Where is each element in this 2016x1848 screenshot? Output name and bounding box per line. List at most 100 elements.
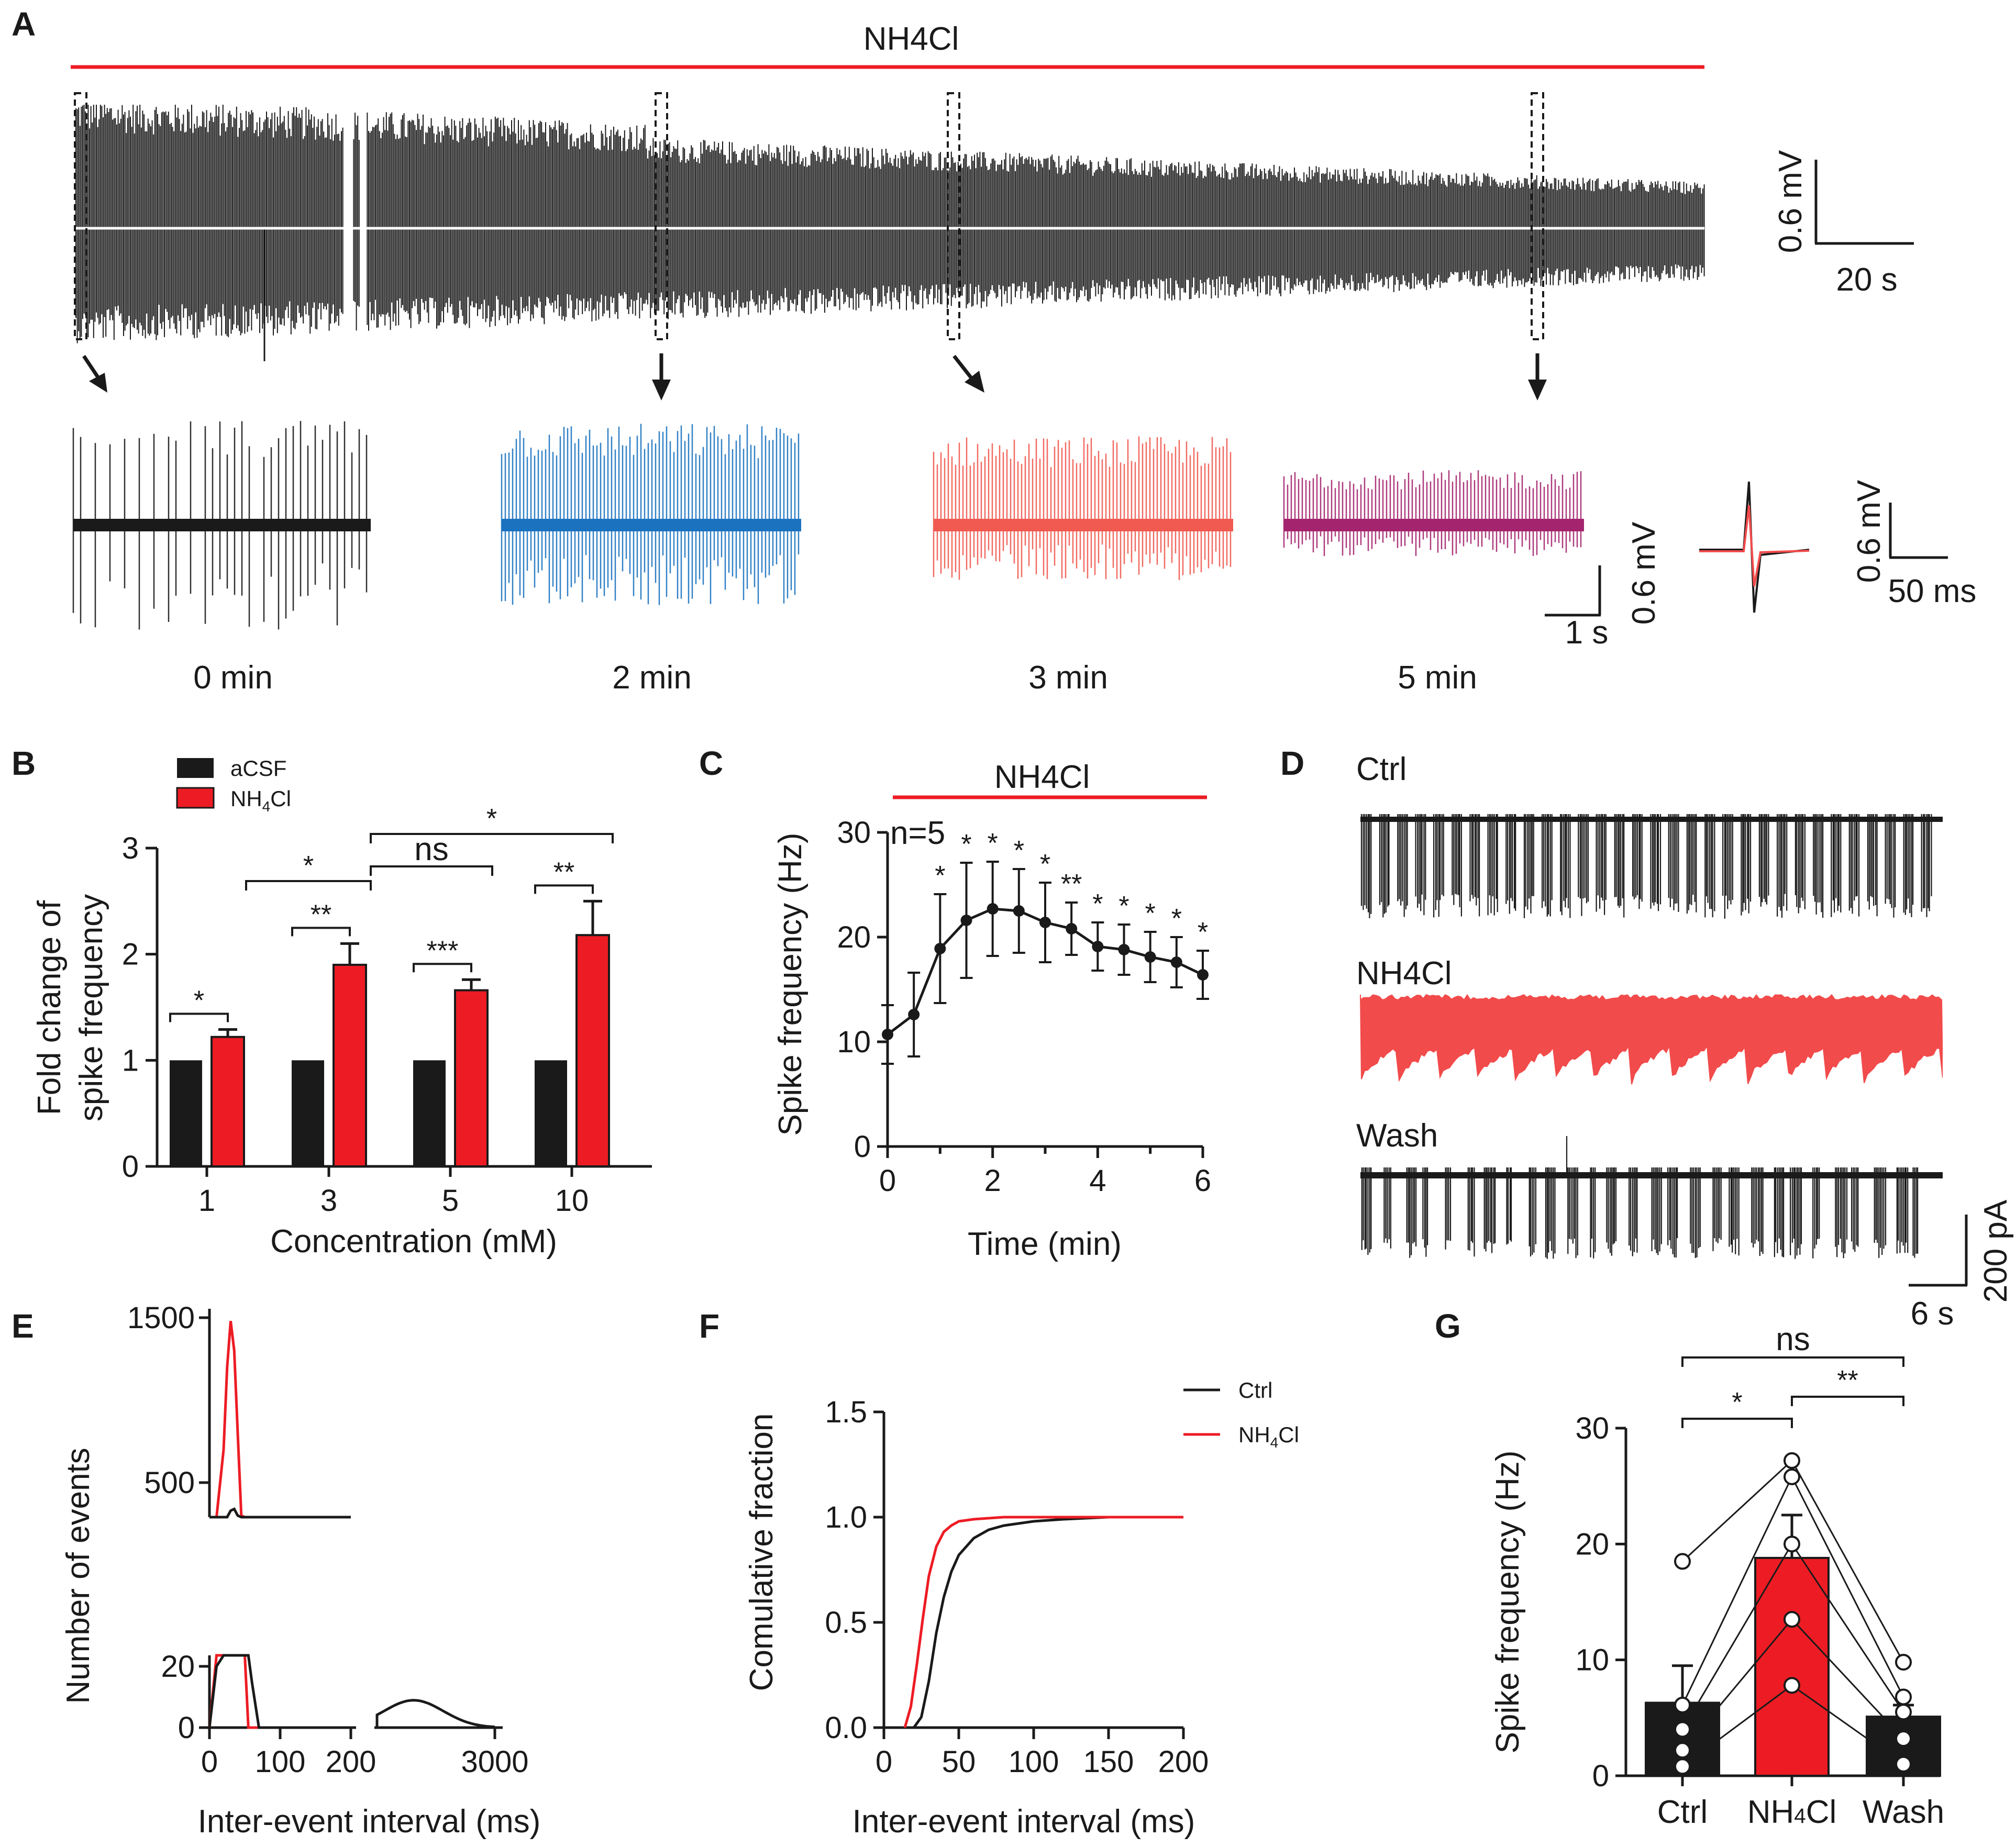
sig-label: *	[1118, 891, 1129, 921]
panel-f-ylabel: Comulative fraction	[744, 1413, 780, 1691]
subject-point	[1674, 1721, 1691, 1738]
panel-a-box-0min	[74, 92, 87, 340]
legend-swatch-nh4cl	[176, 787, 215, 809]
spike-ctrl	[1699, 481, 1810, 613]
panel-c-n-label: n=5	[890, 815, 945, 851]
series-ctrl-long	[375, 1699, 495, 1729]
panel-b-ylabel-line1: Fold change of	[31, 900, 68, 1115]
sig-bracket	[370, 865, 493, 876]
sig-bracket	[169, 1012, 229, 1022]
subject-point	[1895, 1688, 1912, 1706]
panel-b-chart: aCSF NH4Cl Fold change of spike frequenc…	[31, 756, 652, 1260]
panel-a-scale-bar-2: 1 s 0.6 mV	[1545, 521, 1662, 651]
subject-point	[1784, 1611, 1800, 1628]
panel-letter-e: E	[12, 1307, 34, 1345]
panel-b-xlabel: Concentration (mM)	[270, 1223, 557, 1260]
panel-a-box-5min	[1531, 92, 1544, 340]
sig-label: *	[1040, 849, 1050, 880]
data-point	[908, 1009, 920, 1020]
x-tick-label: 3000	[461, 1745, 528, 1779]
panel-e-xlabel: Inter-event interval (ms)	[198, 1804, 541, 1840]
series-nh4cl-top	[209, 1321, 351, 1519]
subject-point	[1784, 1468, 1800, 1485]
sig-label: *	[961, 829, 971, 860]
sig-label: *	[1014, 836, 1024, 866]
panel-c-ylabel: Spike frequency (Hz)	[772, 833, 808, 1136]
y-tick-label: 0	[178, 1711, 195, 1745]
x-tick-label: 0	[879, 1164, 896, 1198]
panel-f-xlabel: Inter-event interval (ms)	[852, 1804, 1195, 1840]
sig-label: *	[1732, 1387, 1742, 1418]
bar-nh4cl	[454, 989, 489, 1168]
sig-label: *	[194, 986, 204, 1016]
y-tick-label: 0	[122, 1150, 139, 1184]
panel-d-label-nh4cl: NH4Cl	[1356, 955, 1452, 992]
legend-label-nh4cl: NH4Cl	[230, 786, 291, 815]
series-nh4cl	[903, 1516, 1183, 1728]
sig-label: *	[303, 851, 314, 881]
bar-acsf	[413, 1060, 446, 1166]
data-point	[1066, 923, 1078, 934]
y-tick-label: 10	[837, 1025, 871, 1059]
subject-point	[1784, 1677, 1800, 1694]
panel-b-legend: aCSF NH4Cl	[176, 756, 291, 815]
panel-g-ylabel: Spike frequency (Hz)	[1490, 1451, 1526, 1754]
sig-bracket	[1681, 1418, 1793, 1428]
data-point	[1197, 969, 1209, 981]
legend-label-ctrl: Ctrl	[1238, 1378, 1272, 1402]
inset-spikes	[1283, 470, 1582, 556]
y-tick-label: 20	[1575, 1527, 1609, 1561]
subject-point	[1674, 1553, 1691, 1570]
data-point	[960, 915, 972, 926]
x-tick-label: Ctrl	[1657, 1794, 1708, 1830]
trace-bursts	[1361, 1136, 1919, 1259]
panel-d-scale-horizontal: 6 s	[1911, 1296, 1954, 1332]
panel-b-ylabel-line2: spike frequency	[73, 894, 109, 1121]
y-tick-label: 1	[122, 1043, 139, 1077]
panel-letter-b: B	[12, 744, 36, 782]
x-tick-label: 10	[555, 1184, 589, 1218]
inset-baseline	[1284, 519, 1584, 531]
sig-bracket	[370, 833, 614, 843]
sig-bracket	[534, 884, 594, 894]
panel-a-scale1-vertical: 0.6 mV	[1773, 150, 1809, 253]
y-tick-label: 20	[837, 920, 871, 954]
panel-a-time-3min: 3 min	[1028, 660, 1108, 696]
panel-a-box-2min	[655, 92, 668, 340]
bar-acsf	[170, 1060, 202, 1166]
panel-g-chart: Spike frequency (Hz) 0 10 20 30 Ctrl NH4Cl Was…	[1490, 1321, 1944, 1830]
data-point	[1170, 956, 1182, 968]
panel-letter-d: D	[1280, 744, 1304, 782]
subject-point	[1895, 1654, 1912, 1671]
legend-swatch-acsf	[177, 758, 214, 778]
trace-bursts	[1360, 814, 1932, 919]
subject-point	[1895, 1730, 1912, 1747]
panel-a-arrow-0min	[82, 355, 107, 393]
bar-nh4cl	[333, 963, 367, 1168]
sig-label: *	[1145, 898, 1156, 929]
data-point	[934, 943, 946, 954]
panel-a-inset-3min	[933, 436, 1233, 580]
panel-a-scale-bar-1: 0.6 mV 20 s	[1773, 150, 1914, 298]
panel-a-scale1-horizontal: 20 s	[1836, 262, 1897, 298]
panel-a-arrow-5min	[1528, 353, 1547, 400]
x-tick-label: 2	[984, 1164, 1001, 1198]
y-tick-label: 10	[1575, 1643, 1609, 1677]
panel-d: Ctrl NH4Cl Wash 200 pA 6 s	[1356, 751, 2014, 1332]
trace-path	[75, 105, 1705, 343]
panel-f-legend: Ctrl NH4Cl	[1183, 1378, 1299, 1451]
sig-bracket	[1681, 1356, 1904, 1367]
panel-f-chart: Ctrl NH4Cl Comulative fraction Inter-eve…	[744, 1378, 1299, 1840]
trace-baseline	[1360, 817, 1943, 822]
x-tick-label: 200	[1158, 1745, 1209, 1779]
panel-letter-f: F	[699, 1307, 719, 1345]
panel-d-scale-vertical: 200 pA	[1978, 1199, 2014, 1302]
inset-spikes	[933, 436, 1232, 580]
x-tick-label: 100	[1009, 1745, 1059, 1779]
panel-a-scale3-vertical: 0.6 mV	[1851, 480, 1887, 583]
x-tick-label: 200	[326, 1745, 376, 1779]
bar-nh4cl	[575, 934, 610, 1167]
data-point	[987, 903, 999, 915]
panel-c-drug-label: NH4Cl	[994, 759, 1090, 795]
